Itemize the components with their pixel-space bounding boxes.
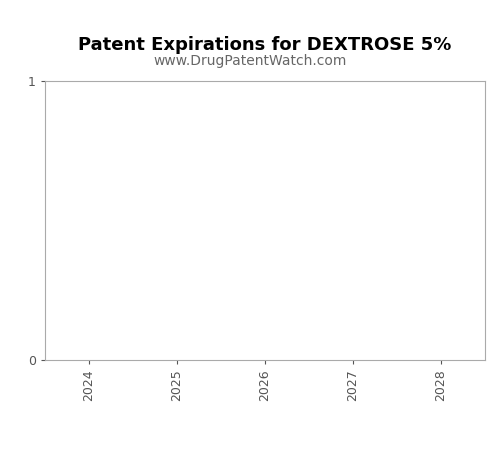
Text: www.DrugPatentWatch.com: www.DrugPatentWatch.com — [154, 54, 346, 68]
Title: Patent Expirations for DEXTROSE 5%: Patent Expirations for DEXTROSE 5% — [78, 36, 452, 54]
